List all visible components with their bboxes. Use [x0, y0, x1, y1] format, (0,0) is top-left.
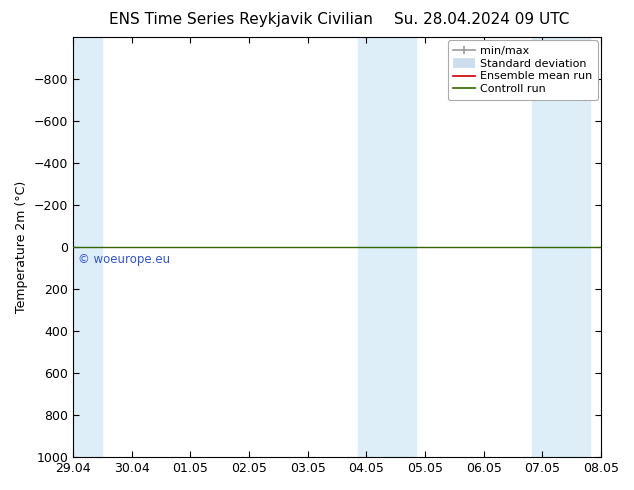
Bar — [73, 37, 102, 457]
Bar — [358, 37, 387, 457]
Bar — [387, 37, 416, 457]
Text: © woeurope.eu: © woeurope.eu — [78, 253, 171, 267]
Legend: min/max, Standard deviation, Ensemble mean run, Controll run: min/max, Standard deviation, Ensemble me… — [448, 40, 598, 100]
Text: Su. 28.04.2024 09 UTC: Su. 28.04.2024 09 UTC — [394, 12, 569, 27]
Bar — [533, 37, 561, 457]
Text: ENS Time Series Reykjavik Civilian: ENS Time Series Reykjavik Civilian — [109, 12, 373, 27]
Bar — [561, 37, 590, 457]
Y-axis label: Temperature 2m (°C): Temperature 2m (°C) — [15, 181, 28, 313]
